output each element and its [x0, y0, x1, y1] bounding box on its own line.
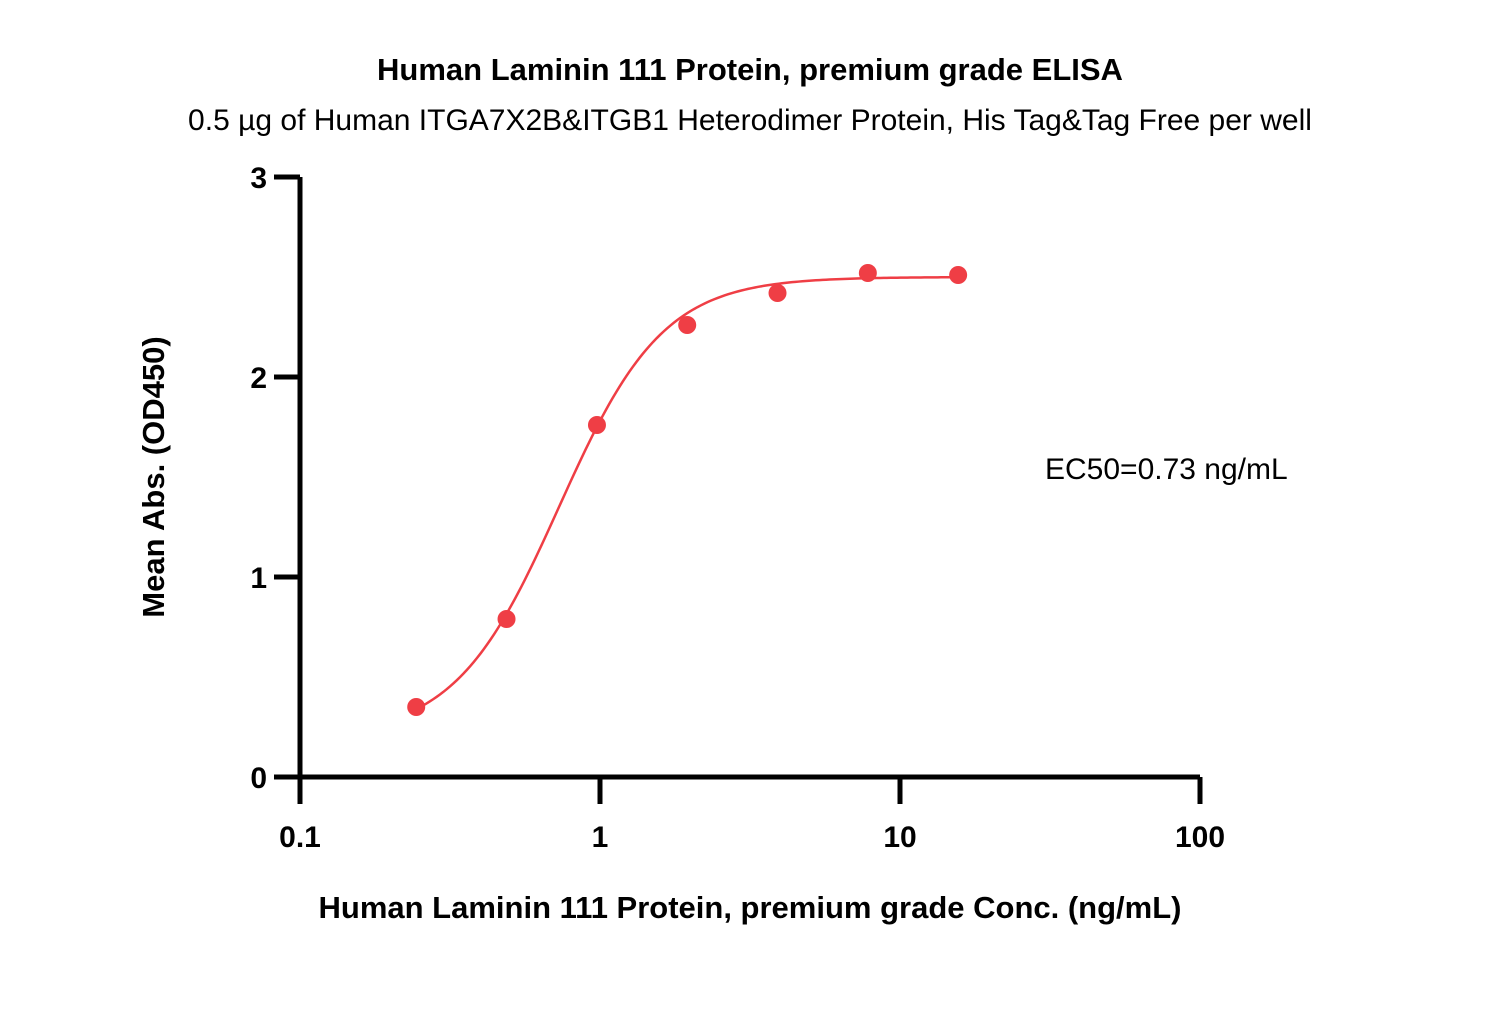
x-tick-label: 1	[592, 821, 609, 854]
x-tick-label: 10	[883, 821, 916, 854]
x-axis-label: Human Laminin 111 Protein, premium grade…	[319, 890, 1182, 925]
data-point	[497, 610, 516, 628]
data-point	[768, 284, 787, 302]
ec50-annotation: EC50=0.73 ng/mL	[1045, 453, 1288, 486]
x-tick-label: 100	[1175, 821, 1225, 854]
data-point	[858, 264, 877, 282]
data-point	[949, 266, 968, 284]
ticks: 0 1 2 3 0.1 1 10 100	[250, 162, 1225, 854]
y-tick-label: 1	[250, 562, 267, 595]
x-tick-label: 0.1	[279, 821, 321, 854]
chart-subtitle: 0.5 µg of Human ITGA7X2B&ITGB1 Heterodim…	[188, 104, 1312, 137]
data-point	[407, 698, 426, 716]
data-points	[407, 264, 968, 716]
y-tick-label: 0	[250, 762, 267, 795]
y-axis-label: Mean Abs. (OD450)	[136, 336, 171, 617]
chart-title: Human Laminin 111 Protein, premium grade…	[377, 52, 1123, 87]
axes	[297, 177, 1200, 780]
data-point	[587, 416, 606, 434]
fit-curve-group	[415, 275, 959, 711]
y-tick-label: 2	[250, 362, 267, 395]
data-point	[678, 316, 697, 334]
fit-curve	[415, 275, 959, 711]
y-tick-label: 3	[250, 162, 267, 195]
